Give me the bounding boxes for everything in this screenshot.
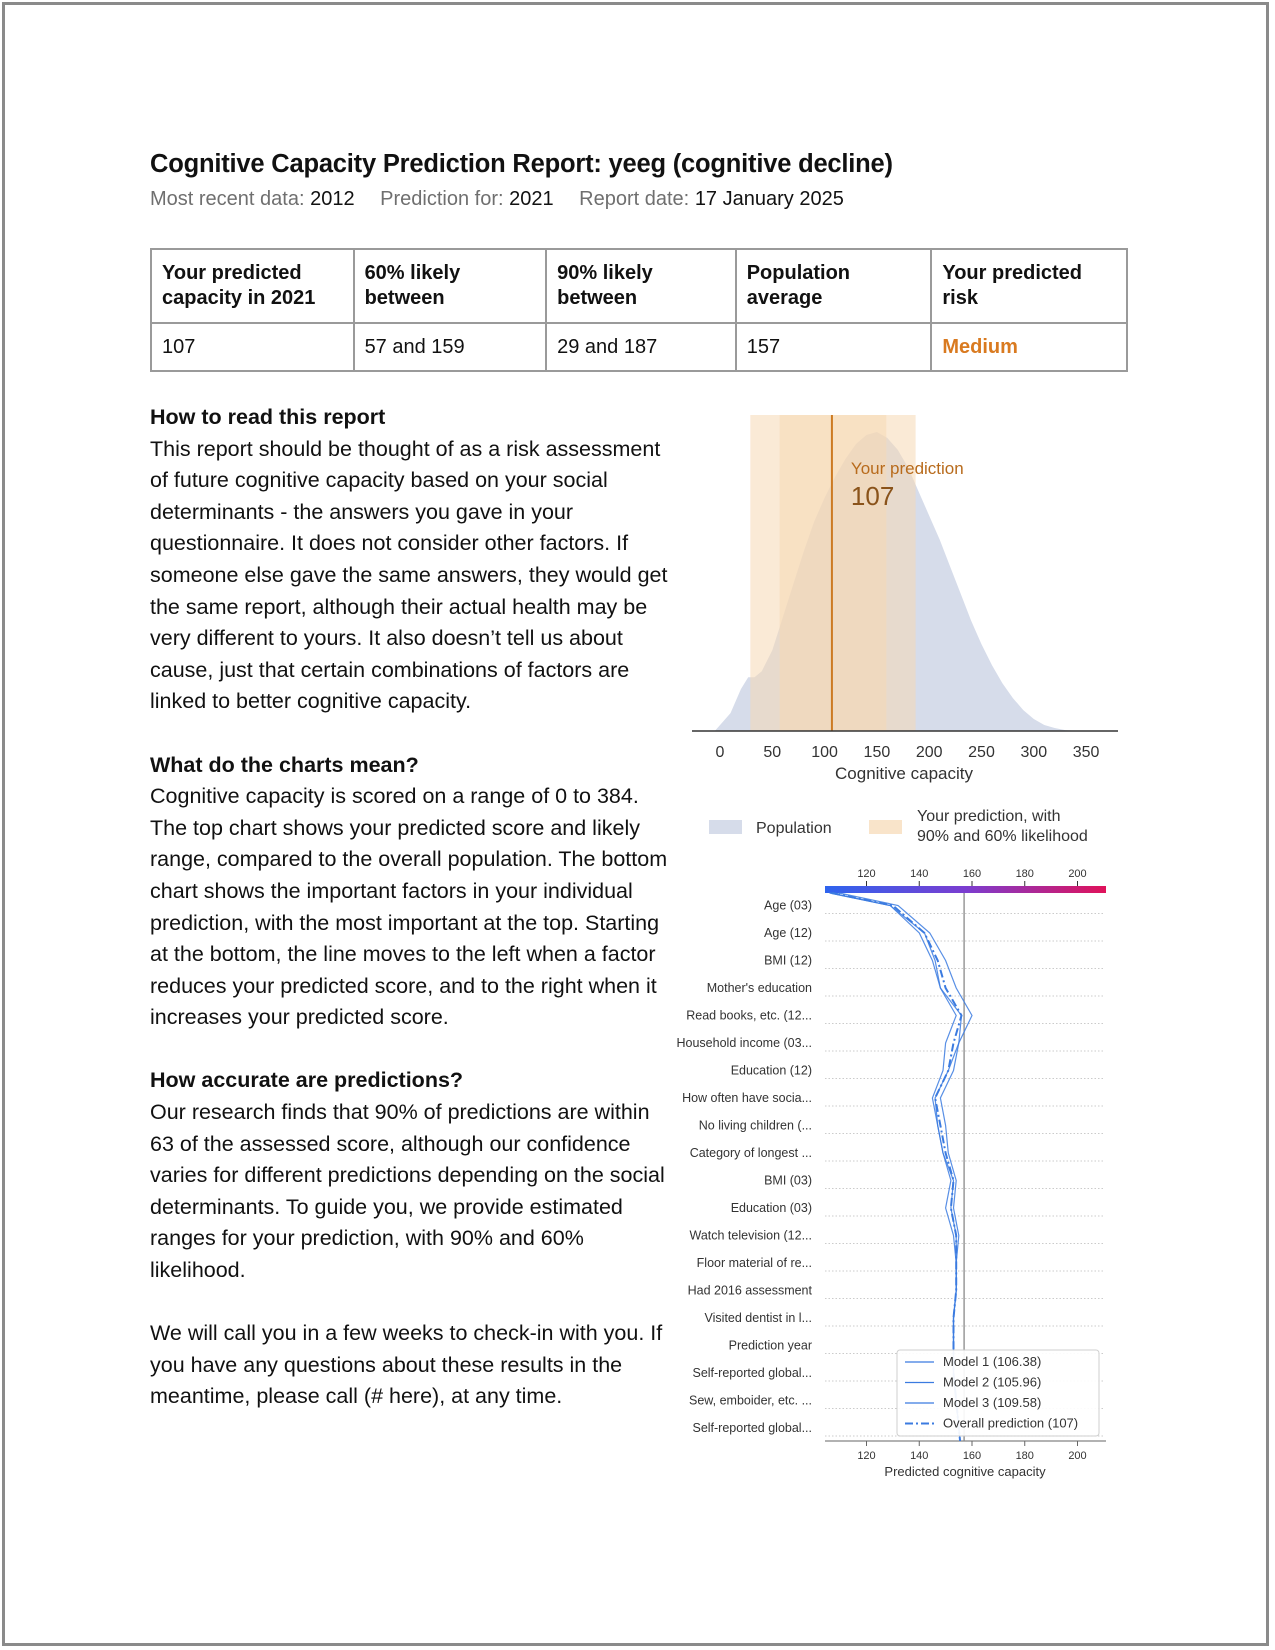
factor-label: Had 2016 assessment — [688, 1284, 813, 1298]
factor-label: Sew, emboider, etc. ... — [689, 1394, 812, 1408]
header-90-likely: 90% likely between — [545, 248, 737, 324]
section-text-charts-mean: Cognitive capacity is scored on a range … — [150, 784, 668, 1030]
legend-box — [896, 1349, 1100, 1437]
value-predicted-risk: Medium — [930, 322, 1128, 372]
legend-swatch-population — [709, 820, 742, 834]
factor-label: How often have socia... — [682, 1091, 812, 1105]
colorbar — [825, 886, 1106, 893]
report-title: Cognitive Capacity Prediction Report: ye… — [150, 150, 893, 178]
legend-label-prediction-line2: 90% and 60% likelihood — [917, 828, 1088, 845]
report-meta: Most recent data: 2012 Prediction for: 2… — [150, 188, 844, 211]
x-axis-title: Cognitive capacity — [835, 764, 973, 783]
legend-label: Model 3 (109.58) — [943, 1395, 1041, 1410]
bottom-tick-label: 140 — [910, 1450, 928, 1462]
top-tick-label: 180 — [1016, 868, 1034, 880]
section-heading-how-to-read: How to read this report — [150, 405, 386, 429]
x-axis-title: Predicted cognitive capacity — [884, 1464, 1046, 1479]
prediction-for-value: 2021 — [509, 188, 554, 210]
factor-label: Read books, etc. (12... — [686, 1009, 812, 1023]
x-tick-label: 50 — [763, 744, 781, 761]
legend-label: Model 2 (105.96) — [943, 1375, 1041, 1390]
section-text-call: We will call you in a few weeks to check… — [150, 1321, 663, 1409]
top-tick-label: 160 — [963, 868, 981, 880]
summary-header-row: Your predicted capacity in 2021 60% like… — [150, 248, 1128, 324]
factor-label: No living children (... — [699, 1119, 812, 1133]
x-tick-label: 200 — [916, 744, 943, 761]
factor-label: BMI (12) — [764, 954, 812, 968]
x-tick-label: 150 — [864, 744, 891, 761]
value-60-likely: 57 and 159 — [352, 322, 548, 372]
factor-label: Visited dentist in l... — [705, 1311, 812, 1325]
header-predicted-risk: Your predicted risk — [930, 248, 1128, 324]
factor-label: Household income (03... — [677, 1036, 813, 1050]
report-date-label: Report date: — [579, 188, 690, 210]
factor-label: Age (03) — [764, 899, 812, 913]
legend-swatch-prediction — [869, 820, 902, 834]
section-heading-accuracy: How accurate are predictions? — [150, 1068, 464, 1093]
top-tick-label: 140 — [910, 868, 928, 880]
x-tick-label: 250 — [968, 744, 995, 761]
section-text-accuracy: Our research finds that 90% of predictio… — [150, 1100, 665, 1283]
report-date-value: 17 January 2025 — [694, 188, 844, 210]
most-recent-data-value: 2012 — [310, 188, 355, 210]
legend-label-prediction-line1: Your prediction, with — [917, 808, 1061, 825]
section-text-how-to-read: This report should be thought of as a ri… — [150, 436, 668, 714]
prediction-for-label: Prediction for: — [380, 188, 504, 210]
top-tick-label: 200 — [1068, 868, 1086, 880]
explanation-text: How to read this report This report shou… — [150, 402, 670, 1445]
factor-label: Category of longest ... — [690, 1146, 812, 1160]
value-90-likely: 29 and 187 — [545, 322, 737, 372]
x-tick-label: 100 — [811, 744, 838, 761]
bottom-tick-label: 180 — [1016, 1450, 1034, 1462]
factor-label: Prediction year — [729, 1339, 812, 1353]
factor-label: Watch television (12... — [689, 1229, 812, 1243]
x-tick-label: 300 — [1020, 744, 1047, 761]
summary-value-row: 107 57 and 159 29 and 187 157 Medium — [150, 322, 1128, 372]
most-recent-data-label: Most recent data: — [150, 188, 305, 210]
legend-label: Overall prediction (107) — [943, 1416, 1078, 1431]
prediction-value-label: 107 — [851, 481, 894, 511]
x-tick-label: 350 — [1073, 744, 1100, 761]
top-tick-label: 120 — [857, 868, 875, 880]
factor-label: Education (12) — [731, 1064, 812, 1078]
value-population-average: 157 — [734, 322, 933, 372]
bottom-tick-label: 120 — [857, 1450, 875, 1462]
x-tick-label: 0 — [716, 744, 725, 761]
factor-label: Education (03) — [731, 1201, 812, 1215]
legend-label-population: Population — [756, 820, 832, 837]
header-60-likely: 60% likely between — [352, 248, 548, 324]
summary-table: Your predicted capacity in 2021 60% like… — [150, 248, 1128, 372]
factor-label: Floor material of re... — [697, 1256, 812, 1270]
value-predicted-capacity: 107 — [150, 322, 355, 372]
factor-waterfall-chart: 120 140 160 180 200 Age (03) Age (12) BMI (12) M… — [677, 868, 1106, 1479]
header-population-average: Population average — [734, 248, 933, 324]
prediction-label: Your prediction — [851, 459, 964, 478]
bottom-tick-label: 200 — [1068, 1450, 1086, 1462]
factor-label: BMI (03) — [764, 1174, 812, 1188]
population-distribution-chart: Your prediction 107 0 50 100 150 200 250 300 350 C… — [692, 415, 1118, 845]
factor-label: Self-reported global... — [692, 1366, 812, 1380]
factor-label: Mother's education — [707, 981, 812, 995]
bottom-tick-label: 160 — [963, 1450, 981, 1462]
factor-label: Age (12) — [764, 926, 812, 940]
header-predicted-capacity: Your predicted capacity in 2021 — [150, 248, 355, 324]
factor-label: Self-reported global... — [692, 1421, 812, 1435]
interval-60-band — [779, 415, 887, 731]
section-heading-charts-mean: What do the charts mean? — [150, 752, 419, 777]
legend-label: Model 1 (106.38) — [943, 1354, 1041, 1369]
